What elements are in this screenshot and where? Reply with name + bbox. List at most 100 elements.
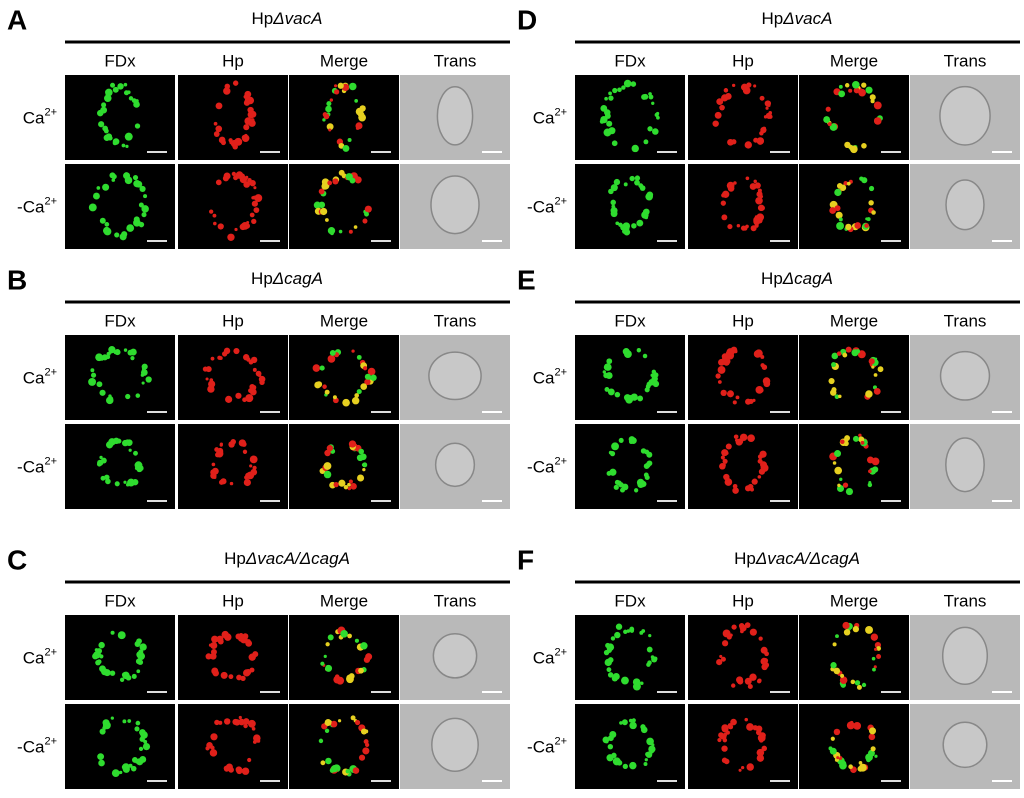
- column-header: Merge: [320, 591, 368, 610]
- fluorescence-spot: [718, 732, 724, 739]
- fluorescence-spot: [251, 218, 257, 225]
- fluorescence-spot: [354, 638, 359, 643]
- fluorescence-spot: [873, 387, 881, 395]
- fluorescence-spot: [108, 346, 116, 354]
- fluorescence-spot: [122, 765, 130, 773]
- fluorescence-spot: [736, 223, 741, 228]
- fluorescence-spot: [133, 450, 138, 456]
- fluorescence-spot: [604, 363, 609, 368]
- row-label: -Ca2+: [527, 455, 567, 477]
- fluorescence-spot: [612, 87, 618, 94]
- fluorescence-spot: [124, 132, 133, 141]
- fluorescence-spot: [327, 227, 336, 235]
- fluorescence-spot: [354, 99, 358, 103]
- fluorescence-spot: [827, 122, 832, 127]
- fluorescence-spot: [139, 736, 145, 742]
- fluorescence-spot: [211, 635, 219, 643]
- fluorescence-spot: [853, 721, 862, 730]
- fluorescence-spot: [640, 724, 646, 730]
- fluorescence-spot: [856, 684, 862, 690]
- fluorescence-spot: [608, 450, 613, 455]
- fluorescence-spot: [136, 669, 141, 674]
- fluorescence-spot: [852, 80, 860, 89]
- fluorescence-spot: [630, 81, 637, 87]
- fluorescence-spot: [646, 461, 650, 466]
- fluorescence-spot: [745, 176, 750, 181]
- fluorescence-spot: [622, 348, 630, 356]
- fluorescence-spot: [761, 745, 768, 752]
- fluorescence-spot: [251, 200, 258, 207]
- row-label-text: Ca: [533, 369, 555, 388]
- micrograph: [65, 704, 175, 789]
- fluorescence-spot: [245, 394, 254, 403]
- fluorescence-spot: [873, 373, 878, 377]
- fluorescence-spot: [247, 111, 255, 119]
- fluorescence-spot: [629, 626, 635, 632]
- fluorescence-spot: [210, 648, 217, 655]
- fluorescence-spot: [744, 141, 752, 149]
- fluorescence-spot: [833, 728, 841, 736]
- fluorescence-spot: [653, 656, 658, 661]
- fluorescence-spot: [846, 181, 851, 186]
- fluorescence-spot: [629, 175, 635, 182]
- fluorescence-spot: [611, 675, 618, 682]
- fluorescence-spot: [93, 192, 100, 200]
- fluorescence-spot: [90, 368, 95, 373]
- fluorescence-spot: [363, 656, 371, 663]
- fluorescence-spot: [253, 186, 257, 190]
- fluorescence-spot: [610, 184, 618, 192]
- fluorescence-spot: [606, 120, 613, 127]
- fluorescence-spot: [142, 743, 151, 751]
- fluorescence-spot: [852, 625, 860, 633]
- fluorescence-spot: [320, 207, 328, 216]
- row-label-sup: 2+: [44, 106, 57, 118]
- fluorescence-spot: [843, 181, 848, 186]
- column-header: Hp: [732, 591, 754, 610]
- fluorescence-spot: [241, 134, 248, 141]
- fluorescence-spot: [99, 753, 103, 758]
- fluorescence-spot: [758, 749, 764, 755]
- fluorescence-spot: [238, 715, 242, 720]
- micrograph: [575, 704, 685, 789]
- fluorescence-spot: [139, 643, 147, 651]
- fluorescence-spot: [220, 139, 226, 146]
- fluorescence-spot: [258, 375, 266, 383]
- fluorescence-spot: [833, 667, 841, 675]
- fluorescence-spot: [246, 220, 250, 224]
- fluorescence-spot: [734, 438, 739, 442]
- fluorescence-spot: [865, 86, 873, 94]
- fluorescence-spot: [850, 720, 854, 725]
- fluorescence-spot: [238, 633, 244, 638]
- fluorescence-spot: [751, 478, 758, 485]
- fluorescence-spot: [823, 116, 831, 123]
- fluorescence-spot: [644, 215, 649, 220]
- fluorescence-spot: [96, 461, 102, 467]
- fluorescence-spot: [829, 123, 838, 131]
- fluorescence-spot: [758, 468, 766, 475]
- fluorescence-spot: [233, 719, 241, 726]
- row-label: -Ca2+: [527, 195, 567, 217]
- title-prefix: Hp: [734, 549, 756, 568]
- fluorescence-spot: [257, 373, 262, 377]
- fluorescence-spot: [326, 101, 332, 107]
- fluorescence-spot: [350, 482, 357, 490]
- fluorescence-spot: [621, 676, 629, 685]
- fluorescence-spot: [342, 144, 350, 152]
- fluorescence-spot: [99, 389, 106, 396]
- fluorescence-spot: [207, 385, 215, 393]
- cell-outline: [945, 437, 985, 493]
- row-label-text: -Ca: [527, 738, 555, 757]
- fluorescence-spot: [249, 455, 258, 464]
- fluorescence-spot: [223, 347, 231, 355]
- title-prefix: Hp: [761, 269, 783, 288]
- fluorescence-spot: [123, 172, 131, 180]
- fluorescence-spot: [712, 120, 719, 127]
- fluorescence-spot: [722, 458, 728, 464]
- fluorescence-spot: [604, 96, 608, 101]
- fluorescence-spot: [617, 87, 622, 93]
- fluorescence-spot: [322, 384, 327, 389]
- fluorescence-spot: [243, 723, 248, 729]
- fluorescence-spot: [610, 199, 616, 206]
- fluorescence-spot: [242, 397, 247, 403]
